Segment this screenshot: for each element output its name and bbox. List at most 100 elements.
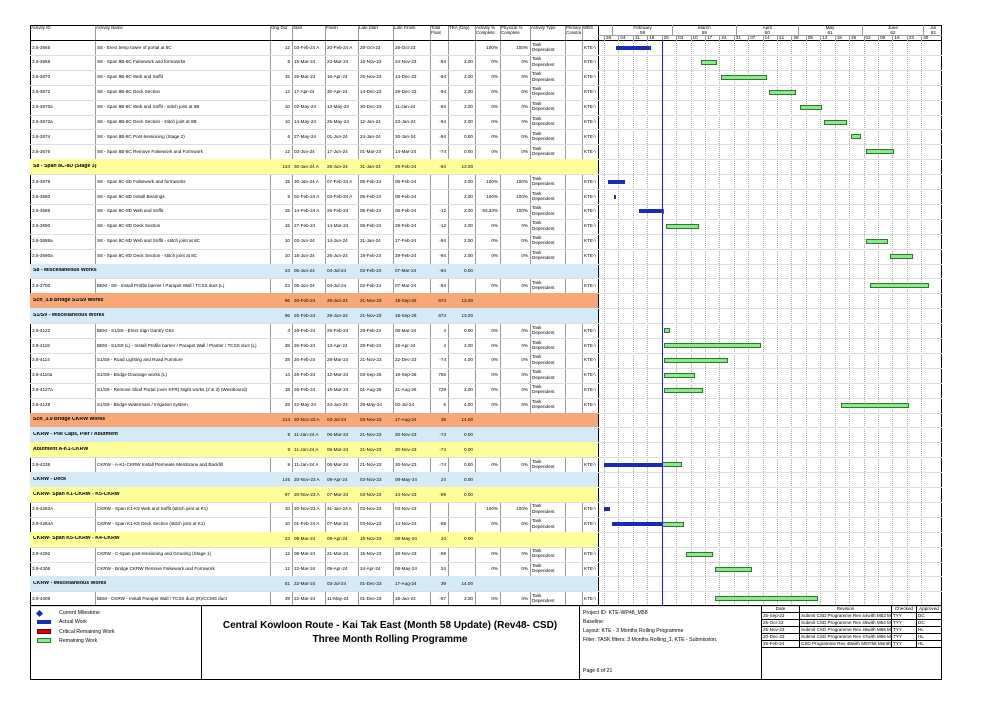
cell-finish: 14-Mar-24 [327, 223, 349, 229]
row-rule [30, 144, 942, 146]
row-rule [30, 218, 942, 220]
cell-pct: 0% [491, 253, 498, 259]
revision-table: Date Revision Checked Approved 25-Sep-23 Subm… [761, 606, 942, 679]
period-label: 62 [861, 30, 924, 36]
cell-phys: 0% [521, 387, 528, 393]
cell-wbs: KTE-\ [584, 148, 596, 154]
cell-dur: 15 [284, 208, 290, 214]
cell-name: S8 - Span 8C-8D Web and Soffit - stitch … [97, 238, 200, 244]
cell-start: 01-Feb-24 A [294, 521, 320, 527]
cell-id: 3.9-4238 [32, 461, 51, 467]
cell-pct: 93.33% [482, 208, 498, 214]
month-label: April [735, 25, 798, 31]
cell-name: S1/S9 - Bridge Drainage works (L) [97, 372, 167, 378]
column-header: Total Float [431, 26, 441, 35]
cell-finish: 13-Apr-24 [327, 342, 348, 348]
row-rule [30, 501, 942, 503]
title: Central Kowloon Route - Kai Tak East (Mo… [222, 620, 558, 631]
cell-finish: 21-Mar-24 [327, 551, 349, 557]
cell-wbs: KTE-\ [584, 238, 596, 244]
cell-dur: 8 [287, 59, 290, 65]
cell-phys: 0% [521, 133, 528, 139]
column-header: Physical % Complete [501, 26, 523, 35]
cell-start: 03-Jun-24 [294, 148, 315, 154]
cell-type: Task Dependent [532, 235, 555, 246]
cell-float: 39 [440, 580, 446, 586]
cell-type: Task Dependent [532, 190, 555, 201]
cell-wbs: KTE-\ [584, 595, 596, 601]
cell-late-finish: 28-Nov-23 [395, 551, 417, 557]
cell-late-finish: 22-Dec-23 [395, 357, 417, 363]
week-label: 04 [618, 35, 632, 41]
cell-dur: 12 [284, 148, 290, 154]
remaining-icon [37, 638, 51, 643]
cell-tra: 13.00 [461, 312, 474, 318]
cell-id: 3.6-3686a [32, 238, 53, 244]
cell-wbs: KTE-\ [584, 327, 596, 333]
week-label: 10 [690, 35, 705, 41]
week-label: 24 [719, 35, 733, 41]
cell-float: -94 [439, 163, 446, 169]
cell-phys: 0% [521, 342, 528, 348]
cell-pct: 0% [491, 387, 498, 393]
cell-start: 27-Feb-24 [294, 223, 316, 229]
cell-type: Task Dependent [532, 324, 555, 335]
legend-label: Critical Remaining Work [59, 629, 115, 635]
cell-phys: 0% [521, 521, 528, 527]
cell-phys: 100% [516, 44, 528, 50]
row-rule [30, 561, 942, 563]
cell-dur: 134 [282, 163, 290, 169]
cell-pct: 0% [491, 89, 498, 95]
cell-wbs: KTE-\ [584, 133, 596, 139]
cell-start: 22-Mar-24 [294, 595, 316, 601]
cell-id: 3.6-3672a [32, 119, 53, 124]
cell-name: CKRW - C-Span post-tensioning and Grouti… [97, 551, 212, 557]
revision-cell: 20-Dec-23 [762, 634, 800, 641]
cell-wbs: KTE-\ [584, 253, 596, 259]
row-rule [30, 457, 942, 459]
cell-type: Task Dependent [532, 458, 555, 469]
cell-late-start: 03-Nov-23 [360, 476, 382, 482]
revision-cell: HL [917, 627, 942, 634]
cell-dur: 12 [284, 44, 290, 50]
remaining-bar [663, 387, 703, 393]
cell-name: S8 - Span 8B-8C Web and Soffit - stitch … [97, 104, 200, 110]
cell-finish: 04-Jul-24 [327, 268, 347, 273]
week-label: 26 [849, 35, 863, 41]
cell-wbs: KTE-\ [584, 119, 596, 124]
cell-finish: 24-Jun-24 [327, 402, 348, 408]
cell-wbs: KTE-\ [584, 193, 596, 199]
cell-late-start: 01-Mar-24 [360, 148, 382, 154]
revision-cell: Submit CSD Programme Rev 45with M54 Mon [800, 620, 892, 627]
cell-late-start: 16-Nov-23 [360, 59, 382, 65]
cell-name: S8 - Span 8C-8D Falsework and formworks [97, 178, 186, 184]
remaining-bar [663, 372, 695, 378]
cell-phys: 100% [516, 178, 528, 184]
cell-finish: 17-Jun-24 [327, 148, 348, 154]
cell-late-finish: 05-Feb-24 [395, 208, 417, 214]
cell-name: S8 - Span 8B-8C Deck Section [97, 89, 161, 95]
cell-wbs: KTE-\ [584, 44, 596, 50]
revision-cell: Submit CSD Programme Rev 44with M53 Mon [800, 613, 892, 620]
cell-wbs: KTE-\ [584, 178, 596, 184]
cell-finish: 14-Jun-24 [327, 238, 348, 244]
cell-wbs: KTE-\ [584, 521, 596, 527]
data-date-line [661, 40, 663, 607]
cell-dur: 16 [284, 74, 290, 80]
cell-late-finish: 21-Aug-26 [395, 387, 417, 393]
cell-tra: 0.00 [464, 476, 473, 482]
cell-finish: 16-Mar-24 [327, 387, 349, 393]
cell-float: 674 [438, 297, 446, 303]
cell-late-start: 29-Feb-24 [360, 327, 382, 333]
cell-finish: 28-Mar-24 [327, 357, 349, 363]
cell-start: 11-Jan-24 A [294, 431, 319, 437]
column-header: Orig Dur [271, 26, 288, 30]
cell-finish: 09-Apr-24 [327, 566, 348, 571]
summary-band [30, 576, 598, 592]
revision-cell: TYY [892, 641, 917, 648]
column-header: Late Finish [394, 26, 416, 30]
cell-tra: 2.00 [464, 208, 473, 214]
cell-late-finish: 18-Jan-24 [395, 595, 416, 601]
cell-wbs: KTE-\ [584, 387, 596, 393]
cell-id: 3.6-3676 [32, 148, 51, 154]
